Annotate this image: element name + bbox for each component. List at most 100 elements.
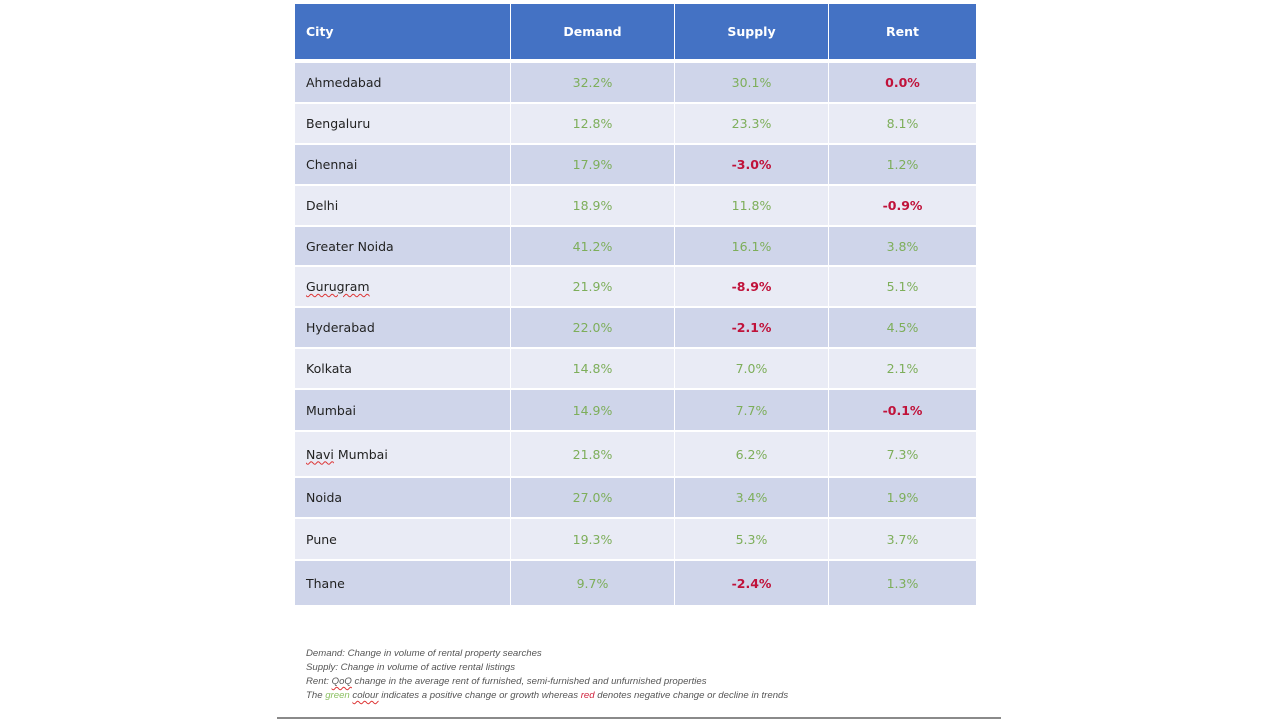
cell-demand-text: 32.2% xyxy=(572,75,613,90)
cell-demand-text: 18.9% xyxy=(572,198,613,213)
cell-rent: 0.0% xyxy=(829,63,976,102)
cell-city-text: Noida xyxy=(306,490,343,505)
legend-the: The xyxy=(306,690,326,701)
cell-rent-text: 2.1% xyxy=(886,361,919,376)
header-city: City xyxy=(295,4,511,59)
cell-rent-text: 0.0% xyxy=(885,75,920,90)
cell-demand: 17.9% xyxy=(511,145,675,184)
legend-green-word: green xyxy=(325,690,350,701)
cell-demand: 32.2% xyxy=(511,63,675,102)
table-row: Greater Noida 41.2% 16.1% 3.8% xyxy=(295,227,976,267)
rental-trends-table: City Demand Supply Rent Ahmedabad 32.2% 30… xyxy=(295,4,976,607)
cell-rent-text: -0.1% xyxy=(882,402,923,418)
cell-rent-text: 1.9% xyxy=(886,490,919,505)
cell-rent-text: 7.3% xyxy=(886,446,919,462)
legend-end: denotes negative change or decline in tr… xyxy=(594,690,789,701)
note-demand: Demand: Change in volume of rental prope… xyxy=(306,648,542,659)
cell-city: Noida xyxy=(295,478,511,517)
cell-rent: -0.1% xyxy=(829,390,976,430)
header-rent: Rent xyxy=(886,24,919,39)
cell-demand: 14.8% xyxy=(511,349,675,388)
spellcheck-word: Navi xyxy=(306,446,334,462)
cell-demand-text: 22.0% xyxy=(572,320,613,335)
cell-supply: 5.3% xyxy=(675,519,829,559)
cell-city-text: Bengaluru xyxy=(306,116,371,131)
cell-rent: -0.9% xyxy=(829,186,976,225)
cell-demand: 22.0% xyxy=(511,308,675,347)
cell-demand: 21.8% xyxy=(511,432,675,476)
cell-supply-text: -2.4% xyxy=(731,575,772,591)
cell-city: Kolkata xyxy=(295,349,511,388)
note-rent: Rent: QoQ change in the average rent of … xyxy=(306,675,788,689)
cell-supply: -8.9% xyxy=(675,267,829,306)
table-row: Thane 9.7% -2.4% 1.3% xyxy=(295,561,976,607)
cell-demand-text: 9.7% xyxy=(576,575,609,591)
table-row: Bengaluru 12.8% 23.3% 8.1% xyxy=(295,104,976,145)
cell-rent-text: 3.7% xyxy=(886,531,919,547)
cell-supply-text: 7.7% xyxy=(735,402,768,418)
cell-rent-text: 8.1% xyxy=(886,116,919,131)
table-row: Noida 27.0% 3.4% 1.9% xyxy=(295,478,976,519)
cell-rent: 1.3% xyxy=(829,561,976,605)
table-header: City Demand Supply Rent xyxy=(295,4,976,59)
cell-rent: 1.9% xyxy=(829,478,976,517)
cell-city-text: Gurugram xyxy=(306,279,370,294)
table-row: Mumbai 14.9% 7.7% -0.1% xyxy=(295,390,976,432)
cell-rent-text: 1.2% xyxy=(886,157,919,172)
cell-rent: 8.1% xyxy=(829,104,976,143)
cell-demand-text: 27.0% xyxy=(572,490,613,505)
note-supply: Supply: Change in volume of active renta… xyxy=(306,662,516,673)
cell-rent-text: 3.8% xyxy=(886,238,919,254)
note-rent-rest: change in the average rent of furnished,… xyxy=(351,676,707,687)
cell-rent-text: -0.9% xyxy=(882,198,923,213)
cell-rent: 3.7% xyxy=(829,519,976,559)
cell-supply-text: 5.3% xyxy=(735,531,768,547)
cell-demand-text: 14.8% xyxy=(572,361,613,376)
cell-supply-text: 7.0% xyxy=(735,361,768,376)
cell-supply-text: 3.4% xyxy=(735,490,768,505)
note-rent-prefix: Rent: xyxy=(306,676,332,687)
cell-demand: 21.9% xyxy=(511,267,675,306)
cell-demand: 18.9% xyxy=(511,186,675,225)
cell-supply: 7.0% xyxy=(675,349,829,388)
note-rent-qoq: QoQ xyxy=(331,676,352,687)
table-row: Kolkata 14.8% 7.0% 2.1% xyxy=(295,349,976,390)
legend-colour-word: colour xyxy=(352,690,379,701)
cell-supply-text: -2.1% xyxy=(731,320,772,335)
cell-city-text: Pune xyxy=(306,531,337,547)
cell-city: Mumbai xyxy=(295,390,511,430)
cell-city-text: Mumbai xyxy=(306,402,356,418)
cell-supply: 30.1% xyxy=(675,63,829,102)
header-gap xyxy=(295,59,976,63)
cell-supply: 7.7% xyxy=(675,390,829,430)
cell-rent: 7.3% xyxy=(829,432,976,476)
table-row: Ahmedabad 32.2% 30.1% 0.0% xyxy=(295,63,976,104)
cell-demand: 27.0% xyxy=(511,478,675,517)
cell-city-text: Navi Mumbai xyxy=(306,446,388,462)
cell-supply-text: 30.1% xyxy=(731,75,772,90)
bottom-divider xyxy=(277,717,1001,719)
cell-city-text: Chennai xyxy=(306,157,358,172)
cell-supply-text: -8.9% xyxy=(731,279,772,294)
cell-supply: 11.8% xyxy=(675,186,829,225)
cell-city: Thane xyxy=(295,561,511,605)
cell-supply-text: -3.0% xyxy=(731,157,772,172)
cell-demand-text: 17.9% xyxy=(572,157,613,172)
cell-city: Bengaluru xyxy=(295,104,511,143)
cell-supply-text: 6.2% xyxy=(735,446,768,462)
cell-supply: 16.1% xyxy=(675,227,829,265)
cell-supply: 6.2% xyxy=(675,432,829,476)
cell-demand: 12.8% xyxy=(511,104,675,143)
cell-city: Pune xyxy=(295,519,511,559)
header-demand: Demand xyxy=(511,4,675,59)
cell-supply: -2.4% xyxy=(675,561,829,605)
cell-city-text: Ahmedabad xyxy=(306,75,382,90)
header-supply: Supply xyxy=(675,4,829,59)
cell-city-text: Kolkata xyxy=(306,361,352,376)
cell-supply: 3.4% xyxy=(675,478,829,517)
table-row: Navi Mumbai 21.8% 6.2% 7.3% xyxy=(295,432,976,478)
cell-city-text: Hyderabad xyxy=(306,320,375,335)
cell-supply-text: 23.3% xyxy=(731,116,772,131)
cell-rent: 3.8% xyxy=(829,227,976,265)
footnotes: Demand: Change in volume of rental prope… xyxy=(306,647,788,703)
